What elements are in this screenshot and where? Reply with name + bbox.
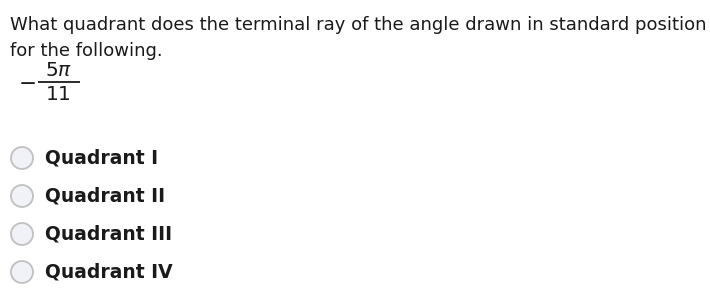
Circle shape (11, 261, 33, 283)
Circle shape (11, 185, 33, 207)
Text: Quadrant II: Quadrant II (45, 186, 165, 205)
Circle shape (11, 147, 33, 169)
Text: $11$: $11$ (45, 84, 71, 103)
Text: Quadrant III: Quadrant III (45, 224, 172, 243)
Text: $5\pi$: $5\pi$ (45, 60, 72, 80)
Text: Quadrant I: Quadrant I (45, 149, 158, 168)
Text: $-$: $-$ (18, 72, 36, 92)
Circle shape (11, 223, 33, 245)
Text: Quadrant IV: Quadrant IV (45, 262, 173, 282)
Text: What quadrant does the terminal ray of the angle drawn in standard position lie : What quadrant does the terminal ray of t… (10, 16, 710, 34)
Text: for the following.: for the following. (10, 42, 163, 60)
